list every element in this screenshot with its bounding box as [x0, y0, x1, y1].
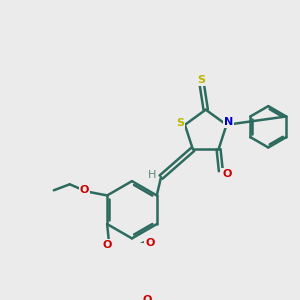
Text: O: O [103, 240, 112, 250]
Text: S: S [176, 118, 184, 128]
Text: S: S [198, 75, 206, 85]
Text: O: O [145, 238, 154, 248]
Text: O: O [143, 295, 152, 300]
Text: H: H [148, 170, 156, 180]
Text: O: O [222, 169, 232, 179]
Text: O: O [80, 185, 89, 195]
Text: N: N [224, 117, 233, 127]
